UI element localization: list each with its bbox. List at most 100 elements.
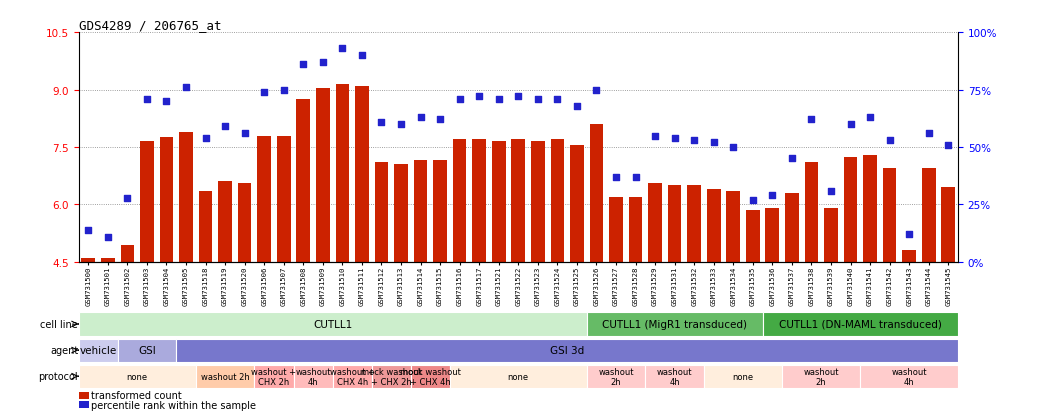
Point bbox=[744, 197, 761, 204]
FancyBboxPatch shape bbox=[410, 365, 450, 388]
Point bbox=[431, 117, 448, 123]
Point bbox=[725, 145, 741, 151]
Text: GSI 3d: GSI 3d bbox=[550, 345, 584, 355]
FancyBboxPatch shape bbox=[586, 313, 762, 336]
Point bbox=[569, 103, 585, 110]
FancyBboxPatch shape bbox=[196, 365, 254, 388]
Point bbox=[393, 121, 409, 128]
Bar bbox=[79, 401, 89, 408]
Text: GSI: GSI bbox=[138, 345, 156, 355]
Bar bbox=[609, 197, 623, 262]
Bar bbox=[531, 142, 544, 262]
FancyBboxPatch shape bbox=[293, 365, 333, 388]
FancyBboxPatch shape bbox=[117, 339, 176, 362]
Point bbox=[413, 114, 429, 121]
FancyBboxPatch shape bbox=[586, 365, 645, 388]
Bar bbox=[375, 163, 388, 262]
Bar bbox=[218, 182, 232, 262]
Point bbox=[295, 62, 312, 69]
Bar bbox=[551, 140, 564, 262]
FancyBboxPatch shape bbox=[254, 365, 293, 388]
FancyBboxPatch shape bbox=[372, 365, 410, 388]
Bar bbox=[394, 165, 408, 262]
Point bbox=[119, 195, 136, 202]
Bar bbox=[511, 140, 526, 262]
Point bbox=[627, 174, 644, 181]
FancyBboxPatch shape bbox=[704, 365, 782, 388]
Bar bbox=[296, 100, 310, 262]
Text: vehicle: vehicle bbox=[80, 345, 116, 355]
Bar bbox=[844, 157, 857, 262]
Bar bbox=[804, 163, 819, 262]
Text: washout
4h: washout 4h bbox=[891, 367, 927, 386]
Text: washout 2h: washout 2h bbox=[201, 372, 249, 381]
Text: none: none bbox=[508, 372, 529, 381]
Point bbox=[255, 89, 272, 96]
Point bbox=[803, 117, 820, 123]
FancyBboxPatch shape bbox=[861, 365, 958, 388]
Text: percentile rank within the sample: percentile rank within the sample bbox=[91, 400, 257, 410]
Point bbox=[237, 131, 253, 137]
Point bbox=[882, 138, 898, 144]
Bar bbox=[452, 140, 467, 262]
Bar bbox=[824, 209, 838, 262]
Point bbox=[842, 121, 859, 128]
Point bbox=[783, 156, 800, 162]
Point bbox=[217, 124, 233, 131]
FancyBboxPatch shape bbox=[333, 365, 372, 388]
Bar bbox=[785, 193, 799, 262]
Bar bbox=[258, 136, 271, 262]
Bar bbox=[199, 192, 213, 262]
Point bbox=[764, 192, 781, 199]
Point bbox=[490, 96, 507, 103]
Point bbox=[314, 59, 331, 66]
Bar bbox=[238, 184, 251, 262]
Bar bbox=[903, 251, 916, 262]
Point bbox=[647, 133, 664, 140]
Bar bbox=[765, 209, 779, 262]
Bar bbox=[355, 87, 369, 262]
Text: protocol: protocol bbox=[39, 371, 79, 381]
Text: transformed count: transformed count bbox=[91, 390, 182, 400]
FancyBboxPatch shape bbox=[79, 339, 117, 362]
Bar bbox=[82, 259, 95, 262]
Text: washout +
CHX 2h: washout + CHX 2h bbox=[251, 367, 296, 386]
Text: washout
2h: washout 2h bbox=[803, 367, 839, 386]
Text: mock washout
+ CHX 2h: mock washout + CHX 2h bbox=[361, 367, 422, 386]
Point bbox=[530, 96, 547, 103]
Bar bbox=[628, 197, 643, 262]
Bar bbox=[687, 186, 701, 262]
Bar bbox=[589, 125, 603, 262]
Bar bbox=[921, 169, 936, 262]
FancyBboxPatch shape bbox=[782, 365, 861, 388]
Bar bbox=[179, 133, 193, 262]
Text: CUTLL1 (MigR1 transduced): CUTLL1 (MigR1 transduced) bbox=[602, 319, 748, 329]
Point bbox=[80, 227, 96, 233]
Bar bbox=[433, 161, 447, 262]
Point bbox=[334, 46, 351, 52]
Bar bbox=[707, 190, 720, 262]
Point bbox=[158, 99, 175, 105]
Text: mock washout
+ CHX 4h: mock washout + CHX 4h bbox=[400, 367, 461, 386]
Text: washout
4h: washout 4h bbox=[656, 367, 692, 386]
FancyBboxPatch shape bbox=[645, 365, 704, 388]
Bar bbox=[276, 136, 291, 262]
Bar bbox=[668, 186, 682, 262]
Point bbox=[666, 135, 683, 142]
Point bbox=[178, 85, 195, 91]
Bar bbox=[472, 140, 486, 262]
Bar bbox=[140, 142, 154, 262]
Point bbox=[607, 174, 624, 181]
Bar bbox=[159, 138, 174, 262]
Bar bbox=[316, 88, 330, 262]
Text: agent: agent bbox=[50, 345, 79, 355]
Bar bbox=[941, 188, 955, 262]
Point bbox=[451, 96, 468, 103]
Text: CUTLL1: CUTLL1 bbox=[313, 319, 352, 329]
Bar bbox=[648, 184, 662, 262]
Point bbox=[471, 94, 488, 100]
Text: washout +
CHX 4h: washout + CHX 4h bbox=[330, 367, 375, 386]
Bar bbox=[492, 142, 506, 262]
Point bbox=[373, 119, 389, 126]
Bar bbox=[120, 245, 134, 262]
